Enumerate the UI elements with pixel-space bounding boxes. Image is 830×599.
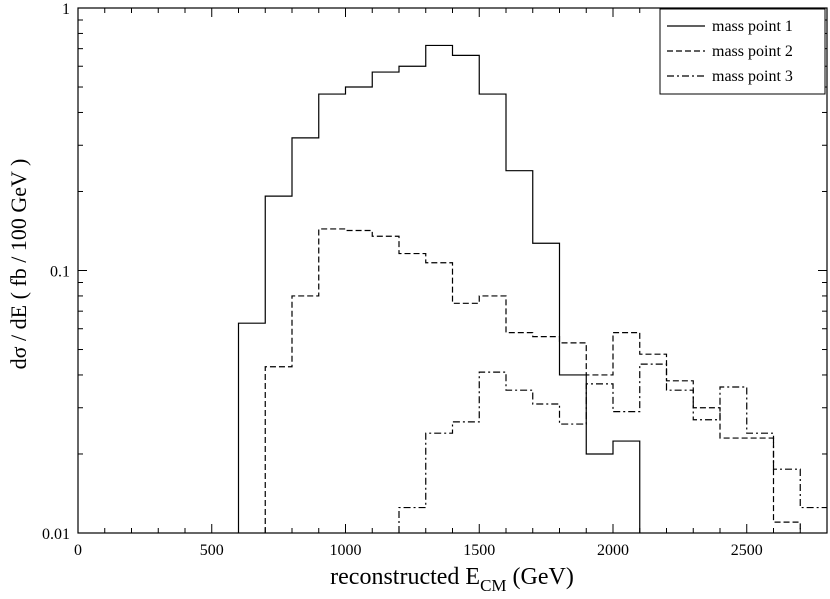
y-axis-title: dσ / dE ( fb / 100 GeV ) — [6, 159, 31, 370]
x-tick-label: 1500 — [463, 542, 495, 559]
x-tick-label: 0 — [74, 542, 82, 559]
x-tick-label: 500 — [200, 542, 224, 559]
series-layer — [237, 44, 827, 533]
x-tick-label: 2500 — [731, 542, 763, 559]
legend-label-3: mass point 3 — [712, 68, 793, 85]
x-axis-title: reconstructed ECM (GeV) — [330, 564, 574, 595]
series-2 — [264, 228, 801, 533]
y-tick-label: 1 — [62, 1, 70, 18]
axes: 0 500 1000 1500 2000 2500 0.01 0.1 1 — [42, 1, 828, 559]
series-2-line — [264, 228, 801, 533]
x-tick-label: 1000 — [330, 542, 362, 559]
legend-label-2: mass point 2 — [712, 43, 793, 60]
y-tick-label: 0.1 — [50, 264, 70, 281]
y-tick-label: 0.01 — [42, 526, 70, 543]
series-3-line — [398, 363, 827, 533]
series-1-line — [237, 44, 641, 533]
legend: mass point 1 mass point 2 mass point 3 — [659, 8, 826, 95]
series-3 — [398, 363, 827, 533]
series-1 — [237, 44, 641, 533]
legend-label-1: mass point 1 — [712, 18, 793, 35]
x-tick-label: 2000 — [597, 542, 629, 559]
